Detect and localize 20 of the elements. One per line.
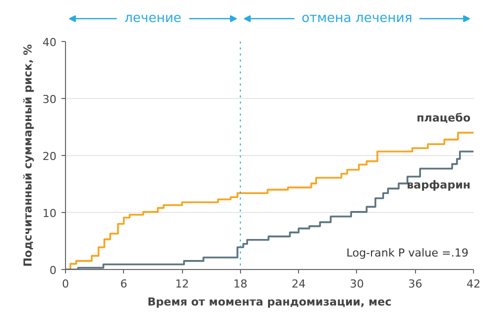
y-tick-label: 0 (50, 264, 56, 277)
series-label: варфарин (406, 178, 471, 192)
x-axis-title: Время от момента рандомизации, мес (148, 296, 392, 308)
x-tick-label: 42 (466, 278, 480, 290)
x-tick-label: 30 (350, 278, 364, 290)
x-tick-label: 18 (233, 278, 248, 290)
annotation: Log-rank P value =.19 (346, 246, 469, 260)
x-tick-label: 36 (408, 278, 422, 290)
y-axis-title: Подсчитанный суммарный риск, % (22, 44, 35, 267)
y-tick-label: 20 (42, 150, 57, 163)
y-tick-label: 30 (42, 93, 57, 106)
x-tick-label: 24 (292, 278, 306, 290)
y-tick-label: 40 (42, 36, 57, 49)
series-label: плацебо (416, 112, 471, 125)
y-tick-label: 10 (42, 207, 57, 220)
text: лечение (124, 11, 182, 26)
x-tick-label: 12 (175, 278, 190, 290)
x-tick-label: 0 (62, 278, 69, 290)
x-tick-label: 6 (120, 278, 128, 290)
text: отмена лечения (302, 11, 412, 26)
